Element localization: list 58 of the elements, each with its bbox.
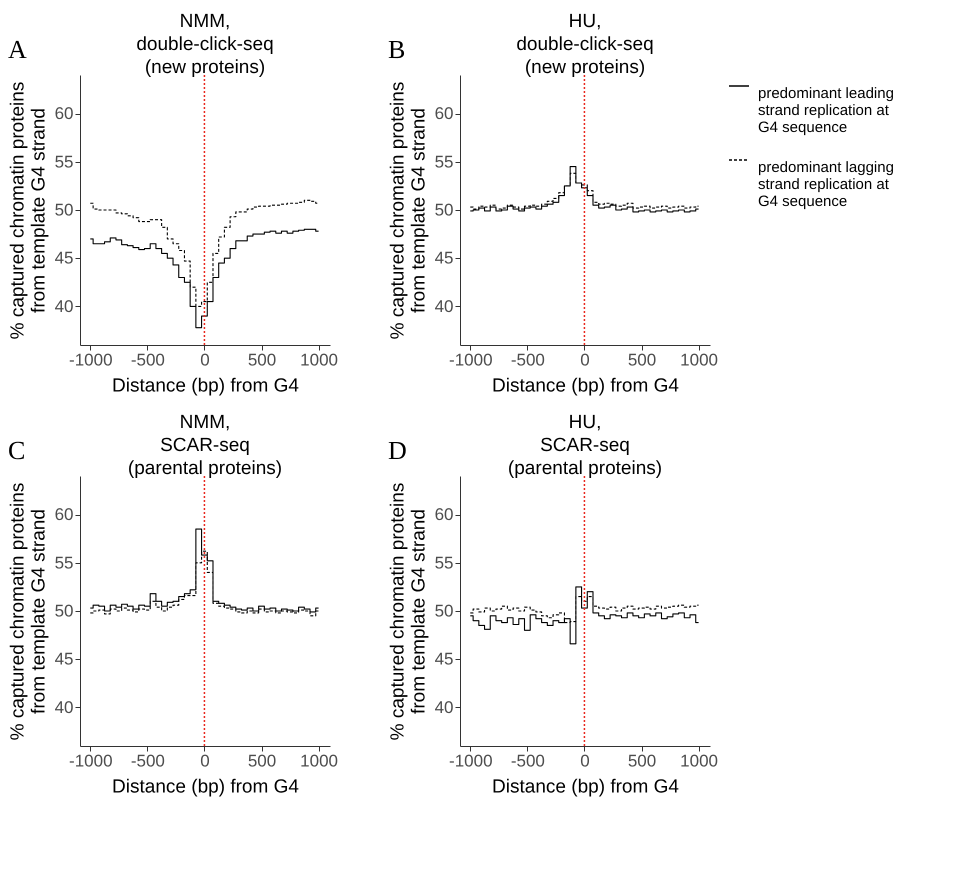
x-tick-label: 1000	[680, 350, 718, 370]
chart-title: HU, SCAR-seq (parental proteins)	[508, 412, 662, 479]
x-tick-label: -1000	[69, 350, 113, 370]
x-tick-label: 500	[248, 752, 276, 770]
y-tick-label: 40	[434, 698, 454, 717]
x-tick-label: 0	[580, 752, 590, 770]
x-tick-label: 500	[628, 752, 656, 770]
x-tick-label: -1000	[449, 752, 493, 770]
y-tick-label: 45	[54, 248, 74, 268]
chart-title: NMM, SCAR-seq (parental proteins)	[128, 412, 282, 479]
text: A	[8, 35, 27, 64]
y-tick-label: 50	[54, 200, 74, 220]
chart-title: HU, double-click-seq (new proteins)	[516, 11, 654, 78]
x-tick-label: -500	[510, 752, 545, 770]
y-axis-title: % captured chromatin proteins from template G4 strand	[388, 82, 430, 340]
x-axis-title: Distance (bp) from G4	[112, 776, 300, 798]
y-axis-title: % captured chromatin proteins from template G4 strand	[388, 482, 430, 740]
x-tick-label: 500	[248, 350, 276, 370]
x-tick-label: 0	[580, 350, 590, 370]
y-tick-label: 40	[54, 698, 74, 717]
x-axis-title: Distance (bp) from G4	[492, 376, 680, 396]
x-tick-label: -500	[130, 752, 165, 770]
y-tick-label: 50	[434, 200, 454, 220]
x-tick-label: 0	[200, 752, 210, 770]
y-tick-label: 55	[54, 152, 74, 172]
y-tick-label: 45	[54, 650, 74, 669]
x-axis-title: Distance (bp) from G4	[112, 376, 300, 396]
y-tick-label: 45	[434, 248, 454, 268]
x-tick-label: 1000	[300, 752, 338, 770]
text: D	[388, 436, 407, 465]
y-tick-label: 60	[54, 104, 74, 124]
x-tick-label: -500	[510, 350, 545, 370]
y-tick-label: 40	[434, 296, 454, 316]
text: B	[388, 35, 406, 64]
y-tick-label: 60	[54, 505, 74, 524]
y-axis-title: % captured chromatin proteins from template G4 strand	[8, 482, 50, 740]
y-axis-title: % captured chromatin proteins from template G4 strand	[8, 82, 50, 340]
x-tick-label: 500	[628, 350, 656, 370]
x-tick-label: -500	[130, 350, 165, 370]
chart-title: NMM, double-click-seq (new proteins)	[136, 11, 274, 78]
x-tick-label: -1000	[69, 752, 113, 770]
y-tick-label: 55	[54, 553, 74, 572]
x-axis-title: Distance (bp) from G4	[492, 776, 680, 798]
y-tick-label: 50	[434, 602, 454, 620]
y-tick-label: 55	[434, 152, 454, 172]
y-tick-label: 40	[54, 296, 74, 316]
legend-label: predominant lagging strand replication at G4 sequence	[758, 159, 894, 210]
text: C	[8, 436, 26, 465]
y-tick-label: 60	[434, 104, 454, 124]
y-tick-label: 50	[54, 602, 74, 620]
x-tick-label: 1000	[300, 350, 338, 370]
legend-label: predominant leading strand replication at G4 sequence	[758, 85, 894, 136]
y-tick-label: 45	[434, 650, 454, 669]
x-tick-label: -1000	[449, 350, 493, 370]
x-tick-label: 1000	[680, 752, 718, 770]
y-tick-label: 55	[434, 553, 454, 572]
x-tick-label: 0	[200, 350, 210, 370]
y-tick-label: 60	[434, 505, 454, 524]
